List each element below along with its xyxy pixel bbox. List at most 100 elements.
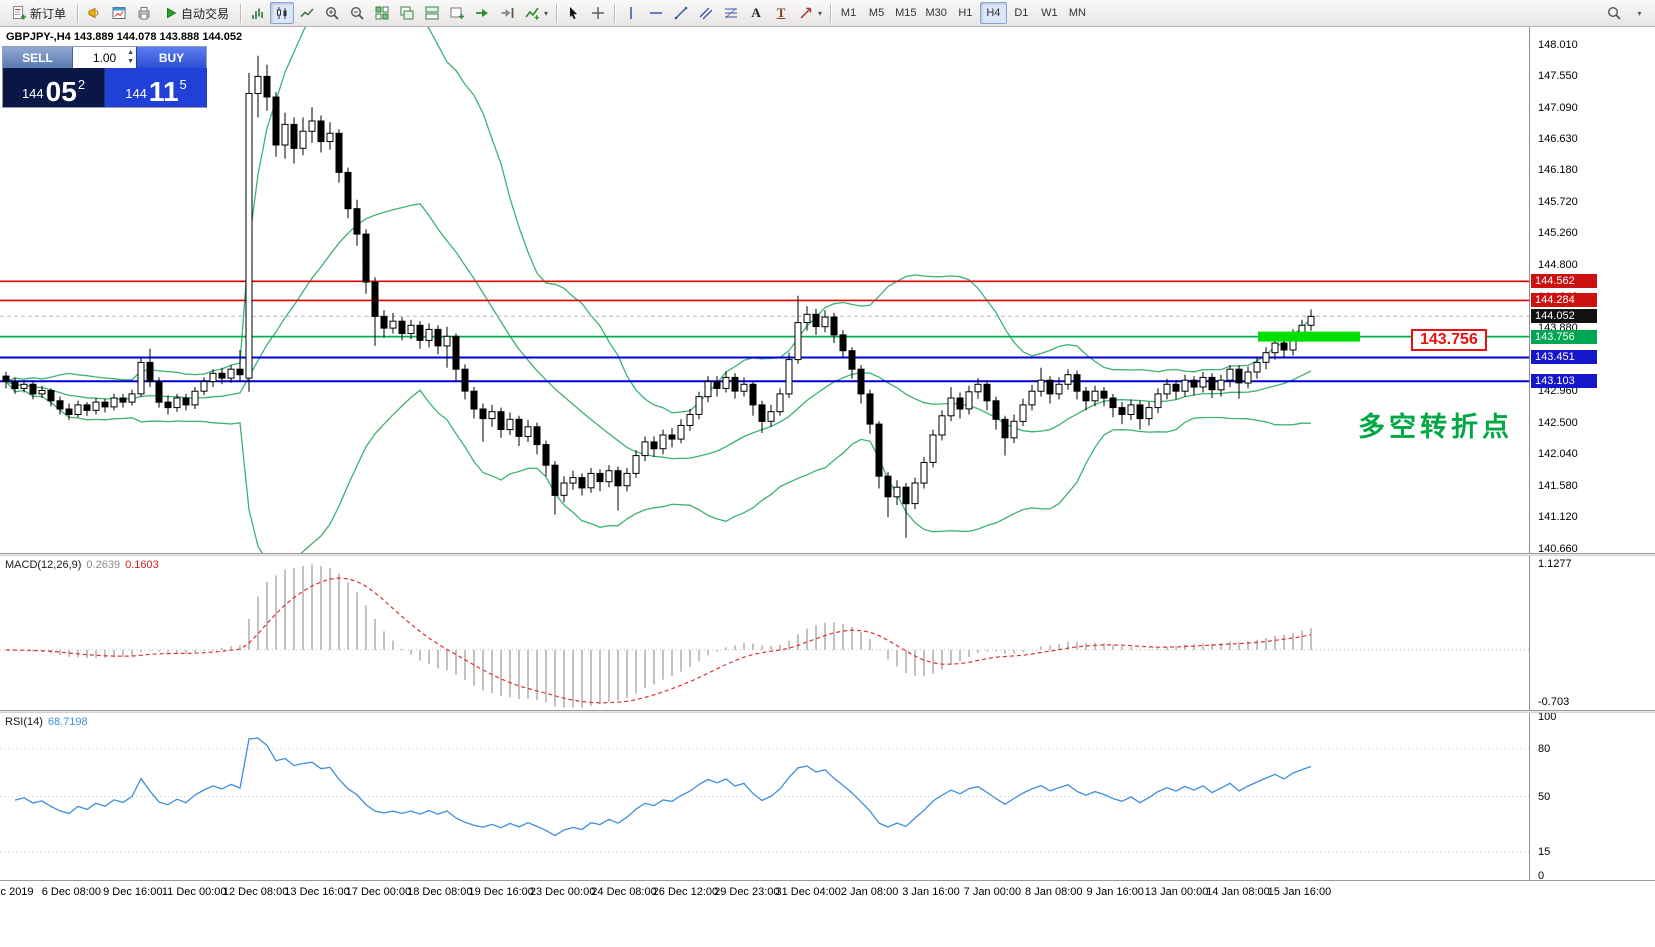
auto-scroll-icon [474,5,490,21]
macd-panel-canvas[interactable] [0,556,1529,710]
trendline-icon [673,5,689,21]
timeframe-m1[interactable]: M1 [840,7,857,19]
search-button[interactable] [1602,2,1626,24]
indicators-button[interactable]: ▾ [520,2,552,24]
timeframe-m30[interactable]: M30 [925,7,947,19]
rsi-panel-canvas[interactable] [0,713,1529,880]
text-tool-button[interactable]: A [744,2,768,24]
panel-divider[interactable] [0,710,1655,713]
crosshair-button[interactable] [586,2,610,24]
toolbar-separator [77,3,79,23]
print-icon [136,5,152,21]
line-chart-icon [299,5,315,21]
zoom-out-icon [349,5,365,21]
time-tick-label: 12 Dec 08:00 [222,886,289,898]
price-callout-label[interactable]: 143.756 [1411,329,1487,351]
timeframe-mn[interactable]: MN [1068,7,1086,19]
line-chart-button[interactable] [295,2,319,24]
new-order-icon [11,5,27,21]
price-tick-label: 147.090 [1538,101,1578,114]
tile-horizontal-button[interactable] [420,2,444,24]
auto-trading-button[interactable]: 自动交易 [157,2,236,24]
volume-spinner[interactable]: ▲ ▼ [127,48,134,66]
sell-price[interactable]: 144 05 2 [3,68,105,107]
price-tick-label: 148.010 [1538,38,1578,51]
main-toolbar: 新订单 自动交易 ▾ A T ▾ M1 M5 M [0,0,1655,27]
indicators-icon [524,5,540,21]
sell-price-pips: 05 [45,76,77,107]
buy-price-pips: 11 [148,76,179,107]
cascade-windows-button[interactable] [395,2,419,24]
zoom-in-button[interactable] [320,2,344,24]
timeframe-w1[interactable]: W1 [1041,7,1058,19]
price-tick-label: 141.120 [1538,511,1578,524]
price-flag: 144.562 [1531,274,1597,289]
price-tick-label: 145.720 [1538,195,1578,208]
text-label-button[interactable]: T [769,2,793,24]
zoom-in-icon [324,5,340,21]
buy-button[interactable]: BUY [136,47,206,68]
horizontal-line-button[interactable] [644,2,668,24]
tile-windows-button[interactable] [370,2,394,24]
chevron-down-icon: ▾ [1637,8,1642,18]
timeframe-m15[interactable]: M15 [895,7,917,19]
time-tick-label: 13 Dec 16:00 [284,886,350,898]
sell-price-point: 2 [77,77,86,92]
panel-divider[interactable] [0,553,1655,556]
zoom-out-button[interactable] [345,2,369,24]
volume-value[interactable]: 1.00 [92,50,117,65]
candlestick-chart-button[interactable] [270,2,295,24]
buy-price-point: 5 [179,77,187,92]
auto-scroll-button[interactable] [470,2,494,24]
cursor-button[interactable] [561,2,585,24]
timeframe-buttons: M1 M5 M15 M30 H1 H4 D1 W1 MN [835,2,1091,24]
timeframe-h1[interactable]: H1 [958,7,973,19]
timeframe-d1[interactable]: D1 [1014,7,1029,19]
sell-button[interactable]: SELL [3,47,73,68]
macd-signal-value: 0.1603 [125,559,159,571]
turning-point-annotation[interactable]: 多空转折点 [1358,412,1513,442]
volume-field[interactable]: 1.00 ▲ ▼ [73,47,136,68]
price-scale[interactable]: 148.010 147.550 147.090 146.630 146.180 145.7… [1529,27,1655,904]
rsi-label: RSI(14) 68.7198 [5,716,88,728]
price-chart-canvas[interactable] [0,27,1529,553]
horizontal-line-icon [648,5,664,21]
price-flag: 143.756 [1531,329,1597,344]
rsi-scale-label: 50 [1538,790,1551,803]
timeframe-h4[interactable]: H4 [979,2,1007,24]
macd-scale-min: -0.703 [1538,696,1570,708]
bar-chart-button[interactable] [245,2,269,24]
megaphone-button[interactable] [82,2,106,24]
spinner-up-icon[interactable]: ▲ [127,49,134,56]
print-button[interactable] [132,2,156,24]
toolbar-separator [556,3,558,23]
trendline-button[interactable] [669,2,693,24]
price-tick-label: 142.040 [1538,448,1578,461]
crosshair-icon [590,5,606,21]
new-order-button[interactable]: 新订单 [4,2,73,24]
channel-button[interactable] [694,2,718,24]
time-tick-label: 3 Jan 16:00 [902,886,960,898]
spinner-down-icon[interactable]: ▼ [127,58,134,65]
price-tick-label: 144.800 [1538,258,1578,271]
arrows-tool-button[interactable]: ▾ [794,2,826,24]
buy-price[interactable]: 144 11 5 [105,68,207,107]
macd-label: MACD(12,26,9) 0.2639 0.1603 [5,559,159,571]
market-watch-button[interactable] [107,2,131,24]
toolbar-overflow-button[interactable]: ▾ [1627,2,1651,24]
market-watch-icon [111,5,127,21]
timeframe-m5[interactable]: M5 [868,7,885,19]
time-tick-label: 9 Dec 16:00 [103,886,163,898]
toolbar-separator [614,3,616,23]
new-order-label: 新订单 [30,6,67,21]
fibonacci-button[interactable] [719,2,743,24]
profiles-button[interactable] [445,2,469,24]
time-tick-label: 29 Dec 23:00 [714,886,780,898]
vertical-line-button[interactable] [619,2,643,24]
price-flag: 143.451 [1531,350,1597,365]
macd-name: MACD(12,26,9) [5,559,82,571]
price-tick-label: 147.550 [1538,70,1578,83]
chart-shift-button[interactable] [495,2,519,24]
